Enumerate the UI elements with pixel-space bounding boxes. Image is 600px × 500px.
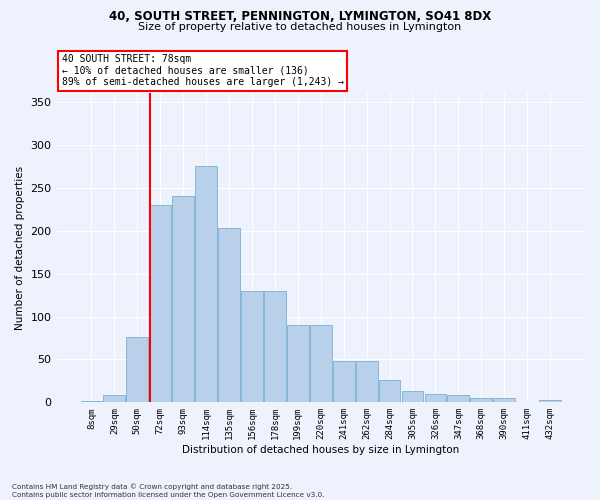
Bar (539, 400, 561, 402)
Bar (218, 228, 240, 402)
Text: 40, SOUTH STREET, PENNINGTON, LYMINGTON, SO41 8DX: 40, SOUTH STREET, PENNINGTON, LYMINGTON,… (109, 10, 491, 23)
Bar (401, 391, 424, 402)
Text: Size of property relative to detached houses in Lymington: Size of property relative to detached ho… (139, 22, 461, 32)
Bar (287, 325, 309, 402)
Bar (425, 394, 446, 402)
X-axis label: Distribution of detached houses by size in Lymington: Distribution of detached houses by size … (182, 445, 460, 455)
Bar (195, 166, 217, 402)
Bar (80, 400, 103, 402)
Bar (149, 205, 171, 402)
Bar (103, 396, 125, 402)
Bar (127, 337, 148, 402)
Bar (470, 398, 492, 402)
Bar (172, 196, 194, 402)
Y-axis label: Number of detached properties: Number of detached properties (15, 166, 25, 330)
Bar (241, 291, 263, 403)
Text: Contains HM Land Registry data © Crown copyright and database right 2025.
Contai: Contains HM Land Registry data © Crown c… (12, 484, 325, 498)
Text: 40 SOUTH STREET: 78sqm
← 10% of detached houses are smaller (136)
89% of semi-de: 40 SOUTH STREET: 78sqm ← 10% of detached… (62, 54, 344, 87)
Bar (310, 325, 332, 402)
Bar (333, 361, 355, 403)
Bar (493, 398, 515, 402)
Bar (264, 291, 286, 403)
Bar (448, 396, 469, 402)
Bar (356, 361, 377, 403)
Bar (379, 380, 400, 402)
